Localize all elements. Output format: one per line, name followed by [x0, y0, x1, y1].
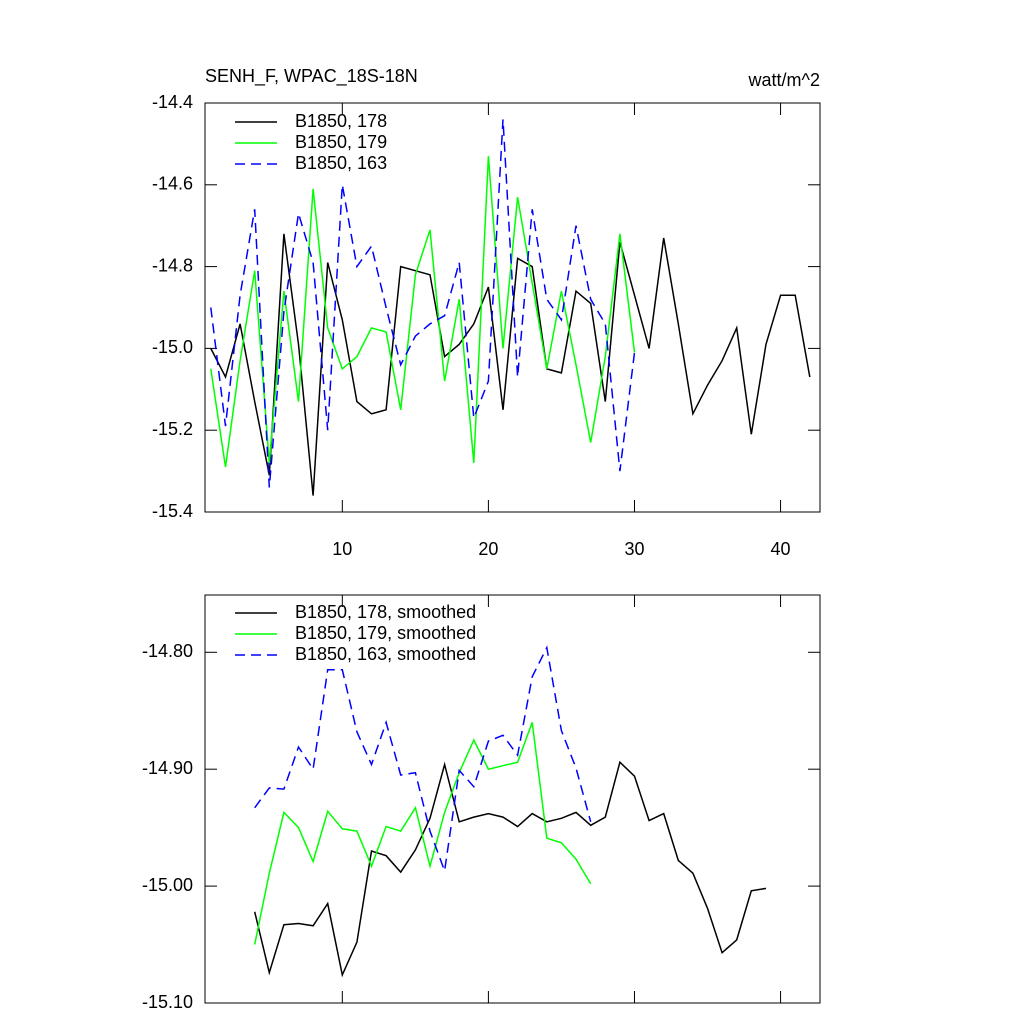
- y-tick-label: -14.6: [152, 174, 193, 194]
- y-tick-label: -14.90: [142, 758, 193, 778]
- series-line: [210, 119, 636, 488]
- chart-title: SENH_F, WPAC_18S-18N: [205, 66, 418, 87]
- y-tick-label: -14.8: [152, 255, 193, 275]
- plot-frame: [204, 102, 821, 513]
- legend-label: B1850, 178: [295, 111, 387, 131]
- y-tick-label: -15.10: [142, 992, 193, 1012]
- legend-label: B1850, 163, smoothed: [295, 644, 476, 664]
- y-tick-label: -14.80: [142, 641, 193, 661]
- x-tick-label: 30: [624, 539, 644, 559]
- y-tick-label: -15.0: [152, 337, 193, 357]
- legend-label: B1850, 179, smoothed: [295, 623, 476, 643]
- plot-frame: [204, 594, 821, 1004]
- y-tick-label: -14.4: [152, 92, 193, 112]
- legend-label: B1850, 163: [295, 153, 387, 173]
- x-tick-label: 40: [771, 539, 791, 559]
- series-line: [254, 645, 592, 872]
- x-tick-label: 20: [478, 539, 498, 559]
- x-tick-label: 10: [332, 539, 352, 559]
- series-line: [253, 722, 592, 945]
- y-tick-label: -15.2: [152, 419, 193, 439]
- legend-label: B1850, 179: [295, 132, 387, 152]
- legend-label: B1850, 178, smoothed: [295, 602, 476, 622]
- series-line: [253, 760, 767, 978]
- y-tick-label: -15.4: [152, 501, 193, 521]
- units-label: watt/m^2: [748, 70, 820, 90]
- y-tick-label: -15.00: [142, 875, 193, 895]
- series-line: [210, 233, 811, 496]
- series-line: [210, 156, 636, 468]
